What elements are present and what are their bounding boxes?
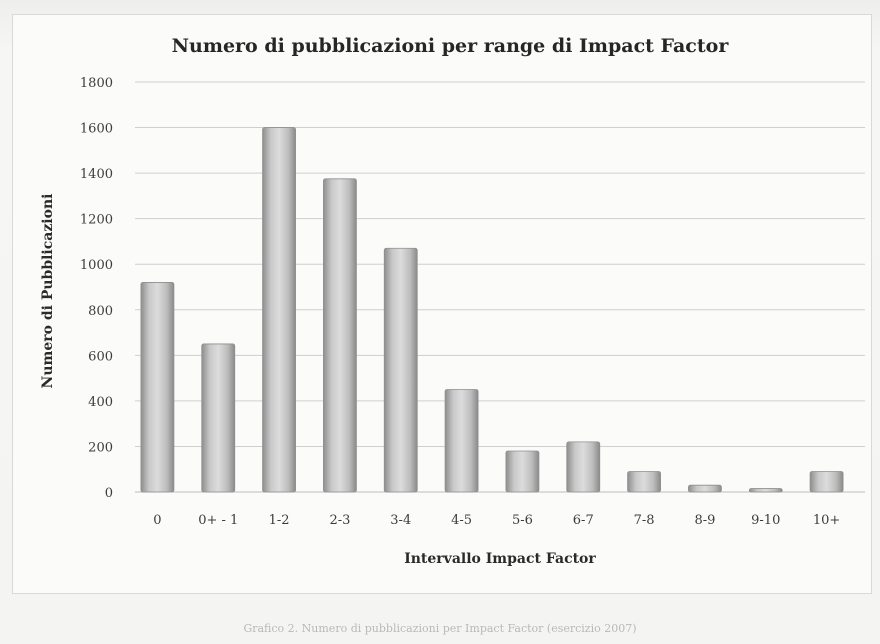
y-axis-label: Numero di Pubblicazioni: [40, 194, 56, 389]
chart-title: Numero di pubblicazioni per range di Imp…: [172, 35, 730, 57]
x-tick-label: 7-8: [634, 513, 655, 528]
x-axis-ticks: 0 0+ - 1 1-2 2-3 3-4 4-5 5-6 6-7 7-8 8-9 9-10 10+: [153, 513, 840, 528]
x-tick-label: 9-10: [751, 513, 780, 528]
y-tick-label: 200: [88, 440, 113, 455]
bar: [566, 441, 601, 493]
y-tick-label: 1400: [80, 167, 113, 182]
gridlines: [135, 81, 865, 493]
y-tick-label: 1800: [80, 76, 113, 91]
x-tick-label: 10+: [813, 513, 840, 528]
x-tick-label: 8-9: [694, 513, 715, 528]
bar: [140, 282, 175, 493]
x-tick-label: 2-3: [329, 513, 350, 528]
bar: [444, 389, 479, 493]
bar: [627, 471, 661, 493]
x-axis-label: Intervallo Impact Factor: [404, 551, 596, 567]
bar: [262, 127, 296, 493]
y-tick-label: 0: [105, 486, 113, 501]
y-tick-label: 1200: [80, 213, 113, 228]
y-tick-label: 600: [88, 349, 113, 364]
x-tick-label: 1-2: [269, 513, 290, 528]
bar: [201, 343, 236, 493]
y-tick-label: 1600: [80, 122, 113, 137]
x-tick-label: 3-4: [390, 513, 411, 528]
bar: [505, 450, 540, 493]
x-tick-label: 4-5: [451, 513, 472, 528]
bar: [688, 484, 722, 493]
y-tick-label: 1000: [80, 258, 113, 273]
bar: [323, 178, 357, 493]
x-tick-label: 5-6: [512, 513, 533, 528]
x-tick-label: 6-7: [573, 513, 594, 528]
y-tick-label: 800: [88, 304, 113, 319]
bar: [748, 488, 783, 493]
x-tick-label: 0: [153, 513, 161, 528]
bars: [140, 127, 844, 493]
figure-caption: Grafico 2. Numero di pubblicazioni per I…: [243, 622, 637, 635]
x-tick-label: 0+ - 1: [198, 513, 238, 528]
y-axis-ticks: 0 200 400 600 800 1000 1200 1400 1600 1800: [80, 76, 113, 501]
bar: [383, 247, 418, 493]
y-tick-label: 400: [88, 395, 113, 410]
bar: [809, 471, 844, 493]
